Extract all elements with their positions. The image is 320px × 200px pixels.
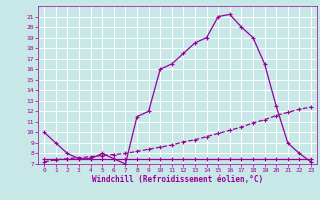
X-axis label: Windchill (Refroidissement éolien,°C): Windchill (Refroidissement éolien,°C) [92,175,263,184]
